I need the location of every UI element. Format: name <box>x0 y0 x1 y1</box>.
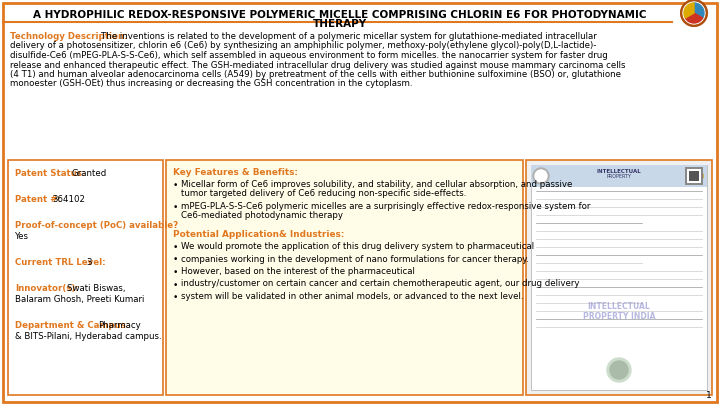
Text: Technology Description:: Technology Description: <box>10 32 127 41</box>
Circle shape <box>610 361 628 379</box>
Text: A HYDROPHILIC REDOX-RESPONSIVE POLYMERIC MICELLE COMPRISING CHLORIN E6 FOR PHOTO: A HYDROPHILIC REDOX-RESPONSIVE POLYMERIC… <box>33 10 647 20</box>
Circle shape <box>607 358 631 382</box>
Text: Balaram Ghosh, Preeti Kumari: Balaram Ghosh, Preeti Kumari <box>15 295 145 304</box>
Bar <box>531 165 707 390</box>
Circle shape <box>683 2 705 24</box>
Bar <box>689 171 699 181</box>
Text: Potential Application& Industries:: Potential Application& Industries: <box>173 230 344 239</box>
Text: industry/customer on certain cancer and certain chemotherapeutic agent, our drug: industry/customer on certain cancer and … <box>181 279 580 288</box>
Text: •: • <box>173 181 179 190</box>
Text: & BITS-Pilani, Hyderabad campus.: & BITS-Pilani, Hyderabad campus. <box>15 332 161 341</box>
Text: INTELLECTUAL: INTELLECTUAL <box>597 169 642 174</box>
Bar <box>687 169 701 183</box>
Text: •: • <box>173 268 179 277</box>
Text: Patent #:: Patent #: <box>15 195 61 204</box>
Text: disulfide-Ce6 (mPEG-PLA-S-S-Ce6), which self assembled in aqueous environment to: disulfide-Ce6 (mPEG-PLA-S-S-Ce6), which … <box>10 51 608 60</box>
Text: THERAPY: THERAPY <box>313 19 367 29</box>
Text: •: • <box>173 293 179 302</box>
Bar <box>526 160 712 395</box>
Circle shape <box>535 170 547 182</box>
Text: •: • <box>173 243 179 252</box>
Wedge shape <box>685 13 703 23</box>
Text: Micellar form of Ce6 improves solubility, and stability, and cellular absorption: Micellar form of Ce6 improves solubility… <box>181 180 572 189</box>
Text: 364102: 364102 <box>52 195 85 204</box>
Circle shape <box>533 168 549 184</box>
Text: •: • <box>173 281 179 290</box>
Circle shape <box>687 168 703 184</box>
Text: INTELLECTUAL
PROPERTY INDIA: INTELLECTUAL PROPERTY INDIA <box>582 302 655 321</box>
Text: Proof-of-concept (PoC) available?: Proof-of-concept (PoC) available? <box>15 222 178 230</box>
Text: tumor targeted delivery of Ce6 reducing non-specific side-effects.: tumor targeted delivery of Ce6 reducing … <box>181 190 467 198</box>
Text: •: • <box>173 203 179 212</box>
Text: PROPERTY: PROPERTY <box>606 174 631 179</box>
Text: 1: 1 <box>706 391 712 400</box>
Text: mPEG-PLA-S-S-Ce6 polymeric micelles are a surprisingly effective redox-responsiv: mPEG-PLA-S-S-Ce6 polymeric micelles are … <box>181 202 590 211</box>
Text: companies working in the development of nano formulations for cancer therapy.: companies working in the development of … <box>181 254 529 264</box>
Circle shape <box>690 171 700 181</box>
Text: Ce6-mediated photodynamic therapy: Ce6-mediated photodynamic therapy <box>181 211 343 220</box>
Wedge shape <box>694 3 704 18</box>
Text: The inventions is related to the development of a polymeric micellar system for : The inventions is related to the develop… <box>101 32 597 41</box>
Text: •: • <box>173 256 179 264</box>
Text: Pharmacy: Pharmacy <box>98 321 140 330</box>
Text: Yes: Yes <box>15 232 29 241</box>
Wedge shape <box>684 3 694 18</box>
Text: Innovator(s):: Innovator(s): <box>15 284 78 294</box>
Text: Granted: Granted <box>72 169 107 178</box>
Text: Key Features & Benefits:: Key Features & Benefits: <box>173 168 298 177</box>
Text: Patent Status:: Patent Status: <box>15 169 86 178</box>
Bar <box>166 160 523 395</box>
Circle shape <box>681 0 707 26</box>
Text: We would promote the application of this drug delivery system to pharmaceutical: We would promote the application of this… <box>181 242 534 251</box>
Bar <box>531 165 707 187</box>
Bar <box>685 167 703 185</box>
Text: system will be validated in other animal models, or advanced to the next level.: system will be validated in other animal… <box>181 292 523 301</box>
Text: delivery of a photosensitizer, chlorin e6 (Ce6) by synthesizing an amphiphilic p: delivery of a photosensitizer, chlorin e… <box>10 41 596 51</box>
Text: However, based on the interest of the pharmaceutical: However, based on the interest of the ph… <box>181 267 415 276</box>
Text: Department & Campus:: Department & Campus: <box>15 321 130 330</box>
Text: release and enhanced therapeutic effect. The GSH-mediated intracellular drug del: release and enhanced therapeutic effect.… <box>10 60 626 70</box>
Text: Swati Biswas,: Swati Biswas, <box>67 284 125 294</box>
Text: 3: 3 <box>86 258 91 267</box>
Text: Current TRL Level:: Current TRL Level: <box>15 258 106 267</box>
Text: monoester (GSH-OEt) thus increasing or decreasing the GSH concentration in the c: monoester (GSH-OEt) thus increasing or d… <box>10 79 413 89</box>
Text: (4 T1) and human alveolar adenocarcinoma cells (A549) by pretreatment of the cel: (4 T1) and human alveolar adenocarcinoma… <box>10 70 621 79</box>
Bar <box>8 160 163 395</box>
